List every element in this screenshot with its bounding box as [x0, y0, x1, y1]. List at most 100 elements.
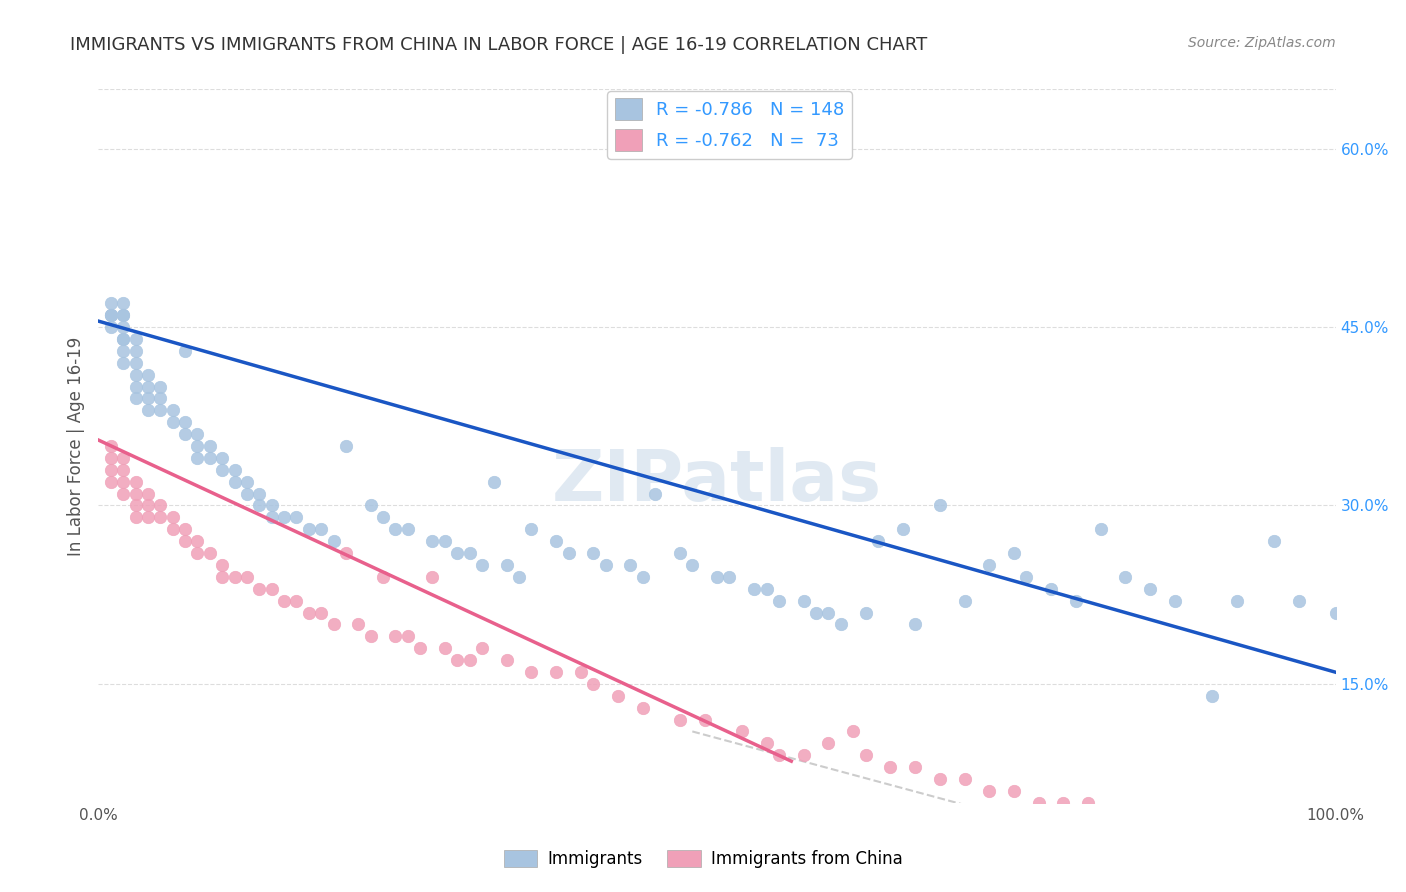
Point: [100, 296, 122, 310]
Point: [198, 450, 221, 465]
Point: [681, 558, 703, 572]
Point: [174, 534, 197, 549]
Point: [557, 546, 579, 560]
Point: [953, 593, 976, 607]
Point: [100, 308, 122, 322]
Point: [582, 677, 605, 691]
Point: [124, 368, 146, 382]
Point: [396, 629, 419, 643]
Point: [360, 499, 382, 513]
Point: [371, 510, 394, 524]
Point: [136, 486, 159, 500]
Point: [1015, 570, 1038, 584]
Point: [1077, 796, 1099, 810]
Point: [174, 415, 197, 429]
Point: [124, 486, 146, 500]
Point: [582, 546, 605, 560]
Point: [112, 308, 135, 322]
Point: [112, 332, 135, 346]
Point: [1288, 593, 1310, 607]
Point: [174, 427, 197, 442]
Point: [742, 582, 765, 596]
Point: [546, 534, 568, 549]
Text: IMMIGRANTS VS IMMIGRANTS FROM CHINA IN LABOR FORCE | AGE 16-19 CORRELATION CHART: IMMIGRANTS VS IMMIGRANTS FROM CHINA IN L…: [70, 36, 928, 54]
Point: [211, 570, 233, 584]
Point: [285, 593, 308, 607]
Point: [224, 570, 246, 584]
Point: [149, 499, 172, 513]
Point: [136, 368, 159, 382]
Point: [484, 475, 506, 489]
Point: [768, 748, 790, 763]
Point: [112, 356, 135, 370]
Point: [830, 617, 852, 632]
Point: [112, 463, 135, 477]
Point: [718, 570, 741, 584]
Point: [1090, 522, 1112, 536]
Point: [322, 617, 344, 632]
Point: [136, 499, 159, 513]
Point: [100, 439, 122, 453]
Point: [458, 546, 481, 560]
Point: [471, 558, 494, 572]
Point: [1114, 807, 1136, 822]
Point: [124, 379, 146, 393]
Point: [384, 522, 406, 536]
Legend: R = -0.786   N = 148, R = -0.762   N =  73: R = -0.786 N = 148, R = -0.762 N = 73: [607, 91, 852, 159]
Point: [631, 700, 654, 714]
Text: Source: ZipAtlas.com: Source: ZipAtlas.com: [1188, 36, 1336, 50]
Point: [817, 606, 839, 620]
Y-axis label: In Labor Force | Age 16-19: In Labor Force | Age 16-19: [66, 336, 84, 556]
Point: [1052, 796, 1074, 810]
Point: [1114, 570, 1136, 584]
Point: [904, 617, 927, 632]
Point: [546, 665, 568, 679]
Point: [100, 475, 122, 489]
Point: [162, 403, 184, 417]
Point: [928, 772, 950, 786]
Point: [793, 593, 815, 607]
Point: [236, 486, 259, 500]
Point: [755, 582, 778, 596]
Point: [149, 392, 172, 406]
Point: [1263, 534, 1285, 549]
Point: [112, 320, 135, 334]
Point: [100, 320, 122, 334]
Point: [979, 784, 1001, 798]
Point: [855, 606, 877, 620]
Point: [224, 475, 246, 489]
Point: [174, 343, 197, 358]
Point: [619, 558, 641, 572]
Point: [595, 558, 617, 572]
Point: [384, 629, 406, 643]
Point: [247, 499, 270, 513]
Point: [162, 522, 184, 536]
Point: [446, 546, 468, 560]
Point: [706, 570, 728, 584]
Text: ZIPatlas: ZIPatlas: [553, 447, 882, 516]
Point: [112, 332, 135, 346]
Point: [1324, 606, 1347, 620]
Point: [100, 450, 122, 465]
Point: [211, 463, 233, 477]
Point: [124, 356, 146, 370]
Point: [211, 450, 233, 465]
Point: [446, 653, 468, 667]
Point: [112, 450, 135, 465]
Point: [247, 486, 270, 500]
Point: [162, 415, 184, 429]
Point: [422, 534, 444, 549]
Point: [186, 427, 208, 442]
Point: [112, 486, 135, 500]
Point: [409, 641, 432, 656]
Point: [186, 546, 208, 560]
Point: [891, 522, 914, 536]
Point: [149, 510, 172, 524]
Point: [112, 343, 135, 358]
Point: [1350, 570, 1372, 584]
Point: [731, 724, 754, 739]
Point: [224, 463, 246, 477]
Point: [309, 522, 332, 536]
Point: [162, 510, 184, 524]
Point: [335, 546, 357, 560]
